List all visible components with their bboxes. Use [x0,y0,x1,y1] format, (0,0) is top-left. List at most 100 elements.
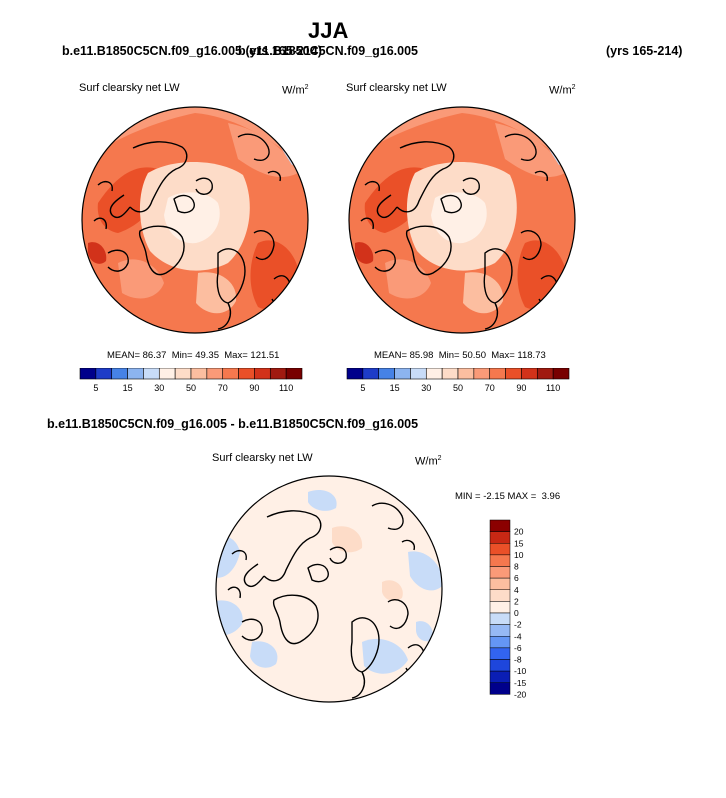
coastline [195,177,213,195]
panel3-colorbar-tick: -8 [514,655,522,665]
panel3-colorbar-box [489,647,511,660]
panel3-colorbar-tick: -20 [514,689,527,699]
main-title: JJA [308,18,349,43]
panel3-colorbar-tick: -10 [514,666,527,676]
map-boundary [215,475,443,703]
panel2-min: 50.50 [462,350,486,361]
field-region [332,526,363,553]
coastline [227,586,242,599]
panel1-colorbar-box [111,368,128,380]
coastline [267,170,282,182]
panel1-colorbar-tick: 70 [218,383,228,393]
panel2-polar-map [348,106,576,334]
field-region [88,242,107,264]
panel3-colorbar-box [489,624,511,637]
panel2-colorbar-box [394,368,411,380]
panel1-colorbar-tick: 110 [279,383,293,393]
panel3-colorbar-tick: -4 [514,631,522,641]
panel1-colorbar-box [206,368,224,380]
panel1-min: 49.35 [195,350,219,361]
panel1-colorbar: 51530507090110130 [79,368,303,393]
panel1-title: Surf clearsky net LW [79,82,180,94]
panel2-colorbar-box [521,368,538,380]
panel2-stats: MEAN= 85.98 Min= 50.50 Max= 118.73 [374,350,546,361]
field-region [308,489,337,511]
field-region [228,123,298,178]
panel1-colorbar-box [127,368,144,380]
panel3-colorbar-box [489,566,511,579]
panel2-colorbar-box [441,368,459,380]
panel1-colorbar-tick: 5 [93,383,98,393]
coastline [374,249,396,272]
panel3-colorbar-tick: -2 [514,620,522,630]
coastline [241,618,263,641]
coastline [93,217,108,230]
case-right-years: (yrs 165-214) [606,44,683,58]
panel1-stats: MEAN= 86.37 Min= 49.35 Max= 121.51 [107,350,280,361]
coastline [483,248,513,304]
panel2-colorbar-box [536,368,554,380]
panel3-units: W/m2 [415,455,442,468]
coastline [376,194,398,219]
panel2-colorbar-tick: 5 [360,383,365,393]
coastline [307,563,329,583]
panel3-colorbar-box [489,519,511,532]
panel3-colorbar-box [489,589,511,602]
coastline [371,502,404,530]
panel3-colorbar-tick: 0 [514,608,519,618]
field-region [431,192,487,244]
case-right-title: b.e11.B1850C5CN.f09_g16.005 [238,44,418,58]
panel1-colorbar-box [174,368,192,380]
panel3-colorbar-tick: 20 [514,527,524,537]
field-region [382,580,403,601]
panel1-colorbar-tick: 30 [154,383,164,393]
coastline [97,180,113,192]
field-region [362,638,408,674]
panel3-colorbar-tick: 8 [514,562,519,572]
coastline [138,225,185,276]
coastline [237,133,270,161]
panel3-colorbar-tick: -15 [514,678,527,688]
coastline [351,671,366,699]
field-region [250,641,278,668]
panel1-colorbar-tick: 90 [249,383,259,393]
coastline [360,217,375,230]
panel1-colorbar-box [190,368,208,380]
coastline [534,170,549,182]
panel3-colorbar-box [489,670,511,683]
panel1-colorbar-box [222,368,239,380]
coastline [440,194,462,214]
coastline [217,302,232,330]
panel1-colorbar-box [254,368,271,380]
coastline [263,510,322,582]
panel2-colorbar-box [552,368,570,380]
field-region [118,259,164,299]
coastline [173,194,195,214]
coastline [520,229,542,261]
panel3-stats: MIN = -2.15 MAX = 3.96 [455,491,561,502]
coastline [504,133,537,161]
panel2-colorbar-tick: 110 [546,383,560,393]
panel1-colorbar-tick: 15 [123,383,133,393]
diff-title: b.e11.B1850C5CN.f09_g16.005 - b.e11.B185… [47,417,419,431]
panel3-colorbar-box [489,601,511,614]
coastline [405,225,452,276]
panel1-colorbar-box [285,368,303,380]
coastline [329,546,347,564]
map-boundary [81,106,309,334]
panel1-colorbar-box [269,368,287,380]
panel2-units: W/m2 [549,84,576,97]
panel3-colorbar-box [489,554,511,567]
panel2-title: Surf clearsky net LW [346,82,447,94]
panel1-colorbar-box [95,368,113,380]
panel3-colorbar-tick: -6 [514,643,522,653]
panel3-colorbar-box [489,682,511,695]
panel2-colorbar-box [425,368,443,380]
coastline [401,539,416,551]
panel3-colorbar-tick: 6 [514,573,519,583]
coastline [231,549,247,561]
panel3-min: -2.15 [483,491,505,502]
panel1-colorbar-tick: 50 [186,383,196,393]
panel2-colorbar-tick: 90 [516,383,526,393]
